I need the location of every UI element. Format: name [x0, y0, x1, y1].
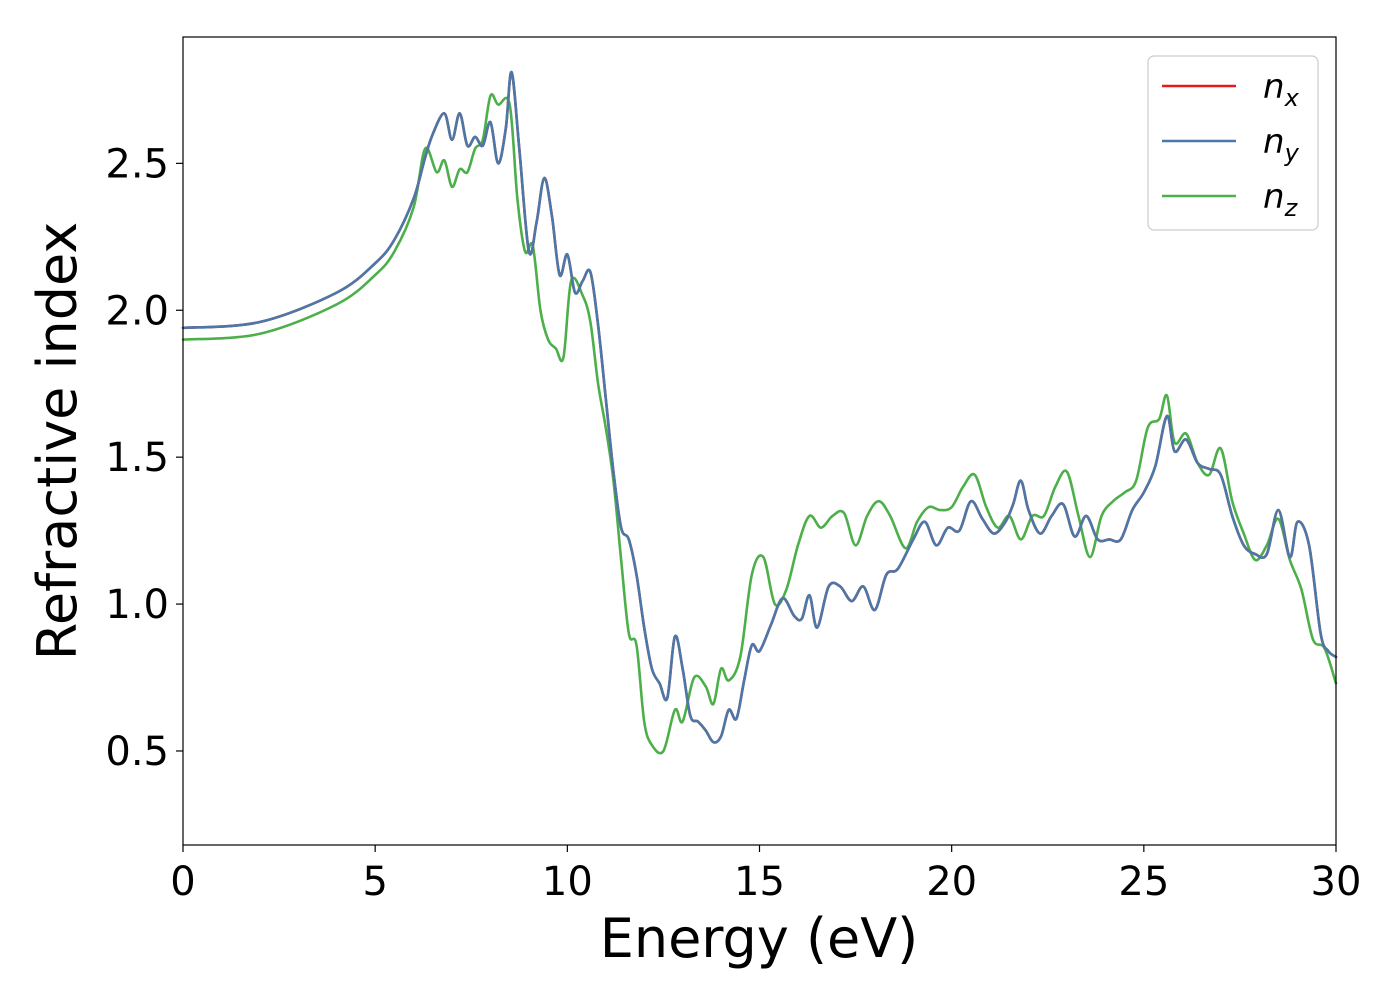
legend-label-nx: nx — [1263, 67, 1300, 112]
legend-label-nz: nz — [1263, 177, 1299, 222]
legend: nx ny nz — [1147, 55, 1319, 231]
y-tick-label: 1.0 — [105, 582, 169, 628]
x-tick-label: 0 — [170, 859, 195, 905]
legend-label-ny: ny — [1263, 122, 1300, 167]
y-tick-label: 1.5 — [105, 435, 169, 481]
x-tick-label: 5 — [362, 859, 387, 905]
x-tick-label: 30 — [1311, 859, 1362, 905]
series-line-ny — [181, 70, 1338, 744]
x-tick-label: 25 — [1118, 859, 1169, 905]
y-tick-label: 2.0 — [105, 288, 169, 334]
x-axis-ticks: 0 5 10 15 20 25 30 — [170, 845, 1361, 905]
x-tick-label: 10 — [542, 859, 593, 905]
x-tick-label: 20 — [926, 859, 977, 905]
y-axis-ticks: 0.5 1.0 1.5 2.0 2.5 — [105, 141, 183, 775]
legend-box — [1147, 55, 1319, 231]
y-tick-label: 2.5 — [105, 141, 169, 187]
y-tick-label: 0.5 — [105, 729, 169, 775]
y-axis-title: Refractive index — [26, 222, 89, 661]
series-layer — [181, 70, 1338, 755]
x-tick-label: 15 — [734, 859, 785, 905]
x-axis-title: Energy (eV) — [600, 907, 919, 970]
